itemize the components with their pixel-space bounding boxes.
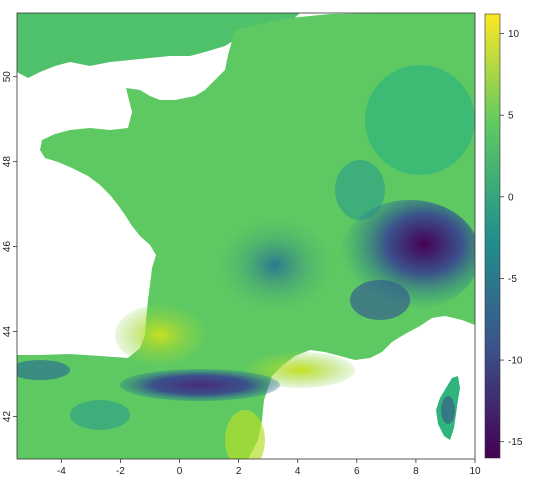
pyrenees-range bbox=[120, 369, 280, 401]
massif-central bbox=[220, 220, 330, 310]
map-frame bbox=[16, 12, 476, 460]
colorbar-axis: 10 5 0 -5 -10 -15 bbox=[500, 29, 523, 448]
catalan-coast bbox=[225, 410, 265, 459]
corsica-mountains bbox=[441, 396, 455, 424]
southern-alps bbox=[350, 280, 410, 320]
map-panel bbox=[17, 13, 475, 459]
x-tick-label: 2 bbox=[236, 466, 242, 477]
y-tick-label: 48 bbox=[2, 156, 13, 168]
colorbar-tick-label: -5 bbox=[508, 274, 517, 285]
x-tick-label: 10 bbox=[469, 466, 481, 477]
iberian-upland bbox=[70, 400, 130, 430]
y-tick-label: 46 bbox=[2, 241, 13, 253]
y-tick-label: 44 bbox=[2, 326, 13, 338]
jura-uplands bbox=[335, 160, 385, 220]
colorbar bbox=[484, 13, 501, 459]
england-landmass bbox=[17, 13, 300, 78]
x-tick-label: -4 bbox=[57, 466, 66, 477]
y-axis: 42 44 46 48 50 bbox=[2, 71, 17, 422]
y-tick-label: 50 bbox=[2, 71, 13, 83]
y-tick-label: 42 bbox=[2, 411, 13, 423]
colorbar-tick-label: 0 bbox=[508, 192, 514, 203]
x-axis: -4 -2 0 2 4 6 8 10 bbox=[57, 459, 481, 477]
cantabrian-range bbox=[17, 360, 70, 380]
x-tick-label: 0 bbox=[177, 466, 183, 477]
colorbar-tick-label: 10 bbox=[508, 29, 520, 40]
colorbar-tick-label: -15 bbox=[508, 437, 523, 448]
x-tick-label: 6 bbox=[354, 466, 360, 477]
x-tick-label: 8 bbox=[413, 466, 419, 477]
colorbar-tick-label: 5 bbox=[508, 111, 514, 122]
colorbar-tick-label: -10 bbox=[508, 356, 523, 367]
vosges-uplands bbox=[365, 65, 475, 175]
x-tick-label: 4 bbox=[295, 466, 301, 477]
aquitaine-warm-zone bbox=[115, 305, 205, 365]
x-tick-label: -2 bbox=[116, 466, 125, 477]
